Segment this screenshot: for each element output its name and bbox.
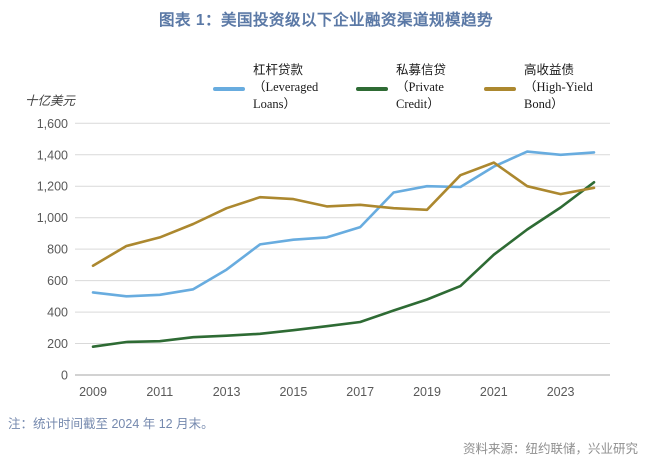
x-axis-tick-label: 2013	[213, 385, 241, 399]
y-axis-tick-label: 800	[47, 243, 68, 257]
y-axis-tick-label: 0	[61, 369, 68, 383]
x-axis-tick-label: 2023	[547, 385, 575, 399]
legend-label-private-credit: 私募信贷 （Private Credit）	[396, 63, 447, 111]
series-line-2	[91, 161, 596, 268]
line-chart-canvas: 0 200 400 600 800 1,000 1,200 1,400 1,600 2009 201…	[37, 117, 610, 399]
x-axis-tick-label: 2017	[346, 385, 374, 399]
y-axis-tick-label: 1,400	[37, 148, 68, 162]
legend-item-leveraged-loans: 杠杆贷款 （Leveraged Loans）	[213, 62, 318, 113]
legend-item-high-yield-bond: 高收益债 （High-Yield Bond）	[484, 62, 593, 113]
x-axis-tick-label: 2015	[279, 385, 307, 399]
legend-swatch-leveraged-loans-icon	[213, 87, 245, 91]
footnote: 注：统计时间截至 2024 年 12 月末。	[8, 417, 214, 431]
y-axis-tick-label: 1,600	[37, 117, 68, 131]
legend-item-private-credit: 私募信贷 （Private Credit）	[356, 62, 446, 113]
x-axis-tick-label: 2011	[146, 385, 173, 399]
series-line-0	[91, 150, 596, 298]
data-source: 资料来源：纽约联储，兴业研究	[462, 442, 638, 456]
x-axis-tick-label: 2021	[480, 385, 508, 399]
y-axis-tick-label: 400	[47, 306, 68, 320]
chart-title: 图表 1：美国投资级以下企业融资渠道规模趋势	[159, 12, 493, 29]
series-line-1	[91, 181, 596, 349]
legend-label-high-yield-bond: 高收益债 （High-Yield Bond）	[524, 63, 593, 111]
y-axis-unit-label: 十亿美元	[25, 94, 76, 108]
y-axis-tick-label: 1,000	[37, 211, 68, 225]
x-axis-tick-label: 2019	[413, 385, 441, 399]
y-axis-tick-label: 200	[47, 337, 68, 351]
legend-label-leveraged-loans: 杠杆贷款 （Leveraged Loans）	[253, 63, 319, 111]
x-axis-tick-label: 2009	[79, 385, 107, 399]
legend-swatch-private-credit-icon	[356, 87, 388, 91]
y-axis-tick-label: 600	[47, 274, 68, 288]
y-axis-tick-label: 1,200	[37, 180, 68, 194]
legend-swatch-high-yield-bond-icon	[484, 87, 516, 91]
chart-legend: 杠杆贷款 （Leveraged Loans） 私募信贷 （Private Cre…	[0, 62, 652, 120]
